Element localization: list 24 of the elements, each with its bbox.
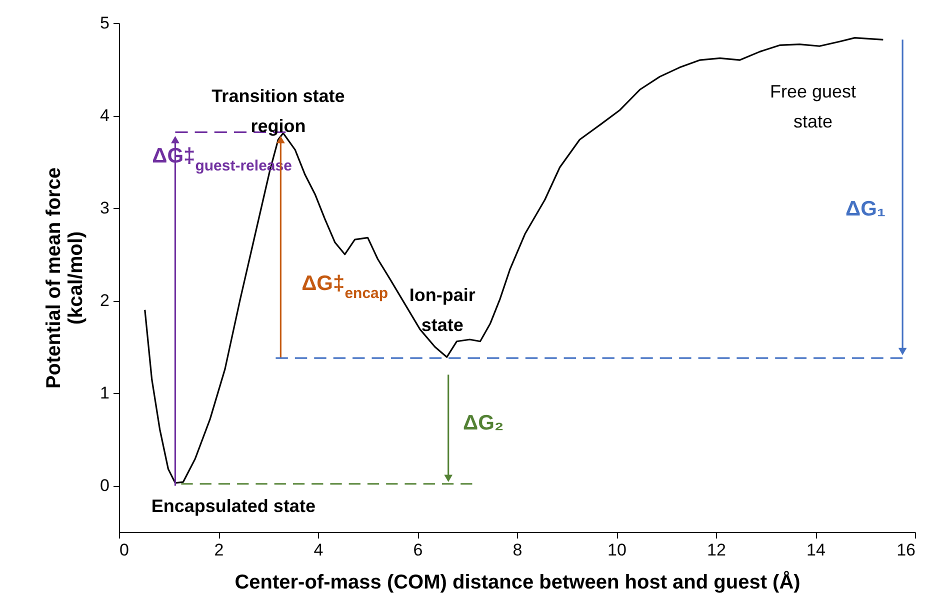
x-tick-label: 14 [806, 540, 826, 560]
y-axis-title: Potential of mean force (kcal/mol) [43, 167, 88, 389]
x-tick-label: 12 [707, 540, 726, 560]
y-tick-label: 0 [100, 476, 110, 496]
series-label: ΔG₂ [462, 412, 504, 434]
x-axis-title: Center-of-mass (COM) distance between host and guest (Å) [234, 570, 800, 594]
y-tick-label: 3 [100, 198, 110, 218]
x-tick-label: 4 [314, 540, 324, 560]
y-tick-label: 1 [100, 384, 110, 403]
x-tick-label: 0 [120, 540, 129, 560]
x-tick-label: 2 [214, 540, 224, 560]
y-tick-label: 4 [100, 106, 110, 126]
y-tick-label: 2 [100, 291, 110, 310]
x-tick-label: 6 [413, 540, 423, 560]
line-series [144, 37, 884, 484]
annotation: Ion-pair state [409, 285, 476, 336]
series-label: ΔG₁ [846, 198, 886, 221]
x-tick-label: 16 [896, 540, 916, 560]
annotation: Transition state region [212, 86, 345, 136]
y-tick-label: 5 [100, 14, 110, 32]
x-tick-label: 8 [512, 540, 522, 560]
annotation: Free guest state [770, 81, 856, 132]
annotation: Encapsulated state [151, 496, 316, 516]
x-tick-label: 10 [608, 540, 626, 560]
